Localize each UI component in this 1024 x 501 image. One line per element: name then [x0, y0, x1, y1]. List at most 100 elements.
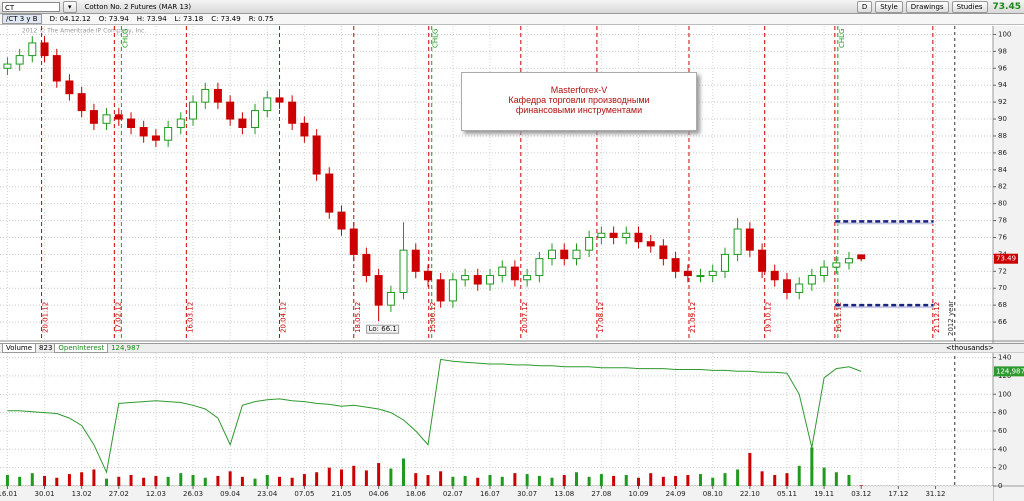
volume-bar	[463, 475, 467, 486]
candle-body	[189, 101, 198, 120]
info-field: L: 73.18	[174, 15, 204, 23]
dropdown[interactable]: ▾	[63, 0, 77, 13]
volume-bar	[129, 474, 133, 486]
candle-body	[572, 249, 581, 260]
x-tick-label: 10.09	[628, 490, 648, 498]
candle-body	[795, 283, 804, 293]
volume-bar	[117, 476, 121, 486]
candle-body	[251, 110, 260, 129]
y-tick-label: 60	[998, 427, 1007, 435]
event-label: CHLG	[838, 29, 846, 48]
candle-body	[659, 245, 668, 260]
y-tick-label: 98	[998, 47, 1007, 55]
volume-bar	[414, 473, 418, 486]
volume-bar	[327, 467, 331, 486]
candle-body	[597, 232, 606, 238]
candle-body	[52, 55, 61, 82]
x-tick-label: 03.12	[851, 490, 871, 498]
candle-body	[498, 266, 507, 277]
event-label: 16.11.12	[835, 302, 843, 333]
candle-body	[226, 101, 235, 120]
volume-bar	[649, 473, 653, 486]
volume-bar	[723, 473, 727, 486]
candle-body	[325, 173, 334, 213]
studies-button[interactable]: Studies	[951, 0, 988, 13]
volume-bar	[377, 463, 381, 486]
candle-body	[3, 63, 12, 69]
drawings-button[interactable]: Drawings	[905, 0, 949, 13]
last-price-tag	[994, 253, 1018, 264]
volume-bar	[402, 458, 406, 486]
annotation-title: Masterforex-V	[550, 85, 608, 95]
volume-bar	[513, 473, 517, 486]
x-tick-label: 27.08	[591, 490, 611, 498]
volume-bar	[847, 474, 851, 486]
symbol-input[interactable]: CT	[2, 1, 60, 12]
volume-bar	[389, 468, 393, 486]
candle-body	[820, 266, 829, 277]
candle-body	[386, 291, 395, 306]
candle-body	[646, 241, 655, 247]
candle-body	[349, 228, 358, 255]
candle-body	[770, 270, 779, 281]
candle-body	[288, 101, 297, 124]
y-tick-label: 70	[998, 284, 1007, 292]
info-field: O: 73.94	[98, 15, 129, 23]
volume-bar	[599, 474, 603, 486]
candle-body	[486, 275, 495, 285]
info-field: R: 0.75	[248, 15, 274, 23]
volume-bar	[203, 477, 207, 486]
candle-body	[609, 232, 618, 238]
volume-bar	[265, 474, 269, 486]
candle-body	[634, 232, 643, 243]
last-price-label: 73.49	[996, 255, 1016, 263]
volume-header: Volume 823 OpenInterest 124,987 <thousan…	[0, 343, 1024, 353]
volume-bar	[191, 474, 195, 486]
candle-body	[832, 262, 841, 268]
candle-body	[424, 270, 433, 281]
style-button[interactable]: Style	[875, 0, 903, 13]
candle-body	[411, 249, 420, 272]
candle-body	[436, 279, 445, 302]
event-label: 17.02.12	[114, 302, 122, 333]
candle-body	[164, 127, 173, 141]
event-label: 21.12.12	[933, 302, 941, 333]
volume-bar	[822, 467, 826, 486]
y-tick-label: 80	[998, 409, 1007, 417]
oi-line	[7, 358, 862, 474]
volume-bar	[43, 475, 47, 486]
candle-body	[263, 97, 272, 112]
candle-body	[139, 127, 148, 137]
low-tag	[366, 324, 400, 334]
x-tick-label: 21.05	[331, 490, 351, 498]
candle-body	[176, 118, 185, 129]
volume-bar	[686, 474, 690, 486]
x-tick-label: 17.12	[888, 490, 908, 498]
candle-body	[523, 275, 532, 281]
candle-body	[547, 249, 556, 260]
low-label: Lo: 66.1	[369, 325, 397, 333]
candle-body	[560, 249, 569, 260]
volume-bar	[80, 472, 84, 486]
volume-bar	[340, 469, 344, 486]
candle-body	[696, 275, 705, 278]
period-button[interactable]: D	[856, 0, 873, 13]
event-label: 17.08.12	[597, 302, 605, 333]
x-tick-label: 02.07	[443, 490, 463, 498]
unit-label: <thousands>	[945, 344, 994, 352]
volume-bar	[5, 474, 9, 486]
x-tick-label: 13.08	[554, 490, 574, 498]
volume-bar	[785, 473, 789, 486]
volume-bar	[476, 477, 480, 486]
volume-value: 823	[39, 344, 53, 352]
event-label: 20.04.12	[280, 302, 288, 333]
volume-bar	[661, 476, 665, 486]
candle-body	[312, 135, 321, 175]
chart-symbol[interactable]: /CT 3 y B	[2, 14, 42, 24]
event-label: 19.10.12	[765, 302, 773, 333]
volume-bar	[315, 472, 319, 486]
oi-legend: OpenInterest	[54, 343, 109, 353]
y-tick-label: 100	[998, 390, 1011, 398]
candle-body	[758, 249, 767, 272]
